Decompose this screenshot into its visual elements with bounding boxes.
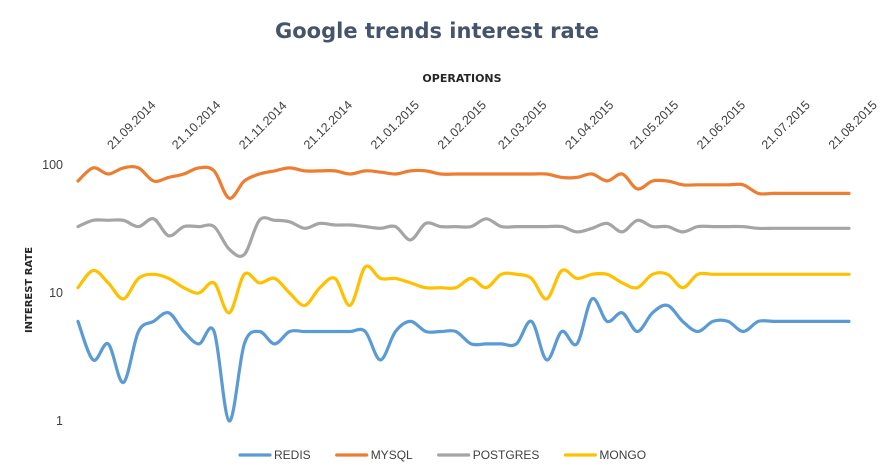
x-tick-label: 21.08.2015 — [826, 98, 880, 152]
x-tick-label: 21.01.2015 — [368, 98, 422, 152]
x-tick-label: 21.02.2015 — [435, 98, 489, 152]
x-tick-label: 21.09.2014 — [104, 98, 158, 152]
x-tick-label: 21.07.2015 — [759, 98, 813, 152]
x-tick-label: 21.12.2014 — [301, 98, 355, 152]
chart-title: Google trends interest rate — [275, 19, 599, 43]
y-axis-ticks: 1 10 100 — [42, 158, 63, 428]
y-axis-title: INTEREST RATE — [24, 247, 35, 333]
x-tick-label: 21.04.2015 — [562, 98, 616, 152]
x-axis-title: OPERATIONS — [422, 72, 501, 85]
x-axis-ticks: 21.09.2014 21.10.2014 21.11.2014 21.12.2014… — [104, 98, 879, 152]
series-line-mongo — [76, 264, 851, 315]
series-lines — [76, 165, 851, 423]
x-tick-label: 21.11.2014 — [236, 99, 290, 153]
y-tick-label: 100 — [42, 158, 63, 172]
y-tick-label: 1 — [56, 414, 63, 428]
x-tick-label: 21.10.2014 — [169, 98, 223, 152]
legend-label-postgres: POSTGRES — [473, 448, 540, 462]
series-line-redis — [76, 297, 851, 423]
series-line-postgres — [76, 216, 851, 258]
series-line-mysql — [76, 165, 851, 200]
x-tick-label: 21.06.2015 — [694, 98, 748, 152]
legend-label-mysql: MYSQL — [371, 448, 413, 462]
legend: REDIS MYSQL POSTGRES MONGO — [238, 448, 646, 462]
legend-label-redis: REDIS — [274, 448, 311, 462]
legend-label-mongo: MONGO — [599, 448, 646, 462]
y-tick-label: 10 — [49, 286, 63, 300]
x-tick-label: 21.03.2015 — [495, 98, 549, 152]
x-tick-label: 21.05.2015 — [627, 98, 681, 152]
